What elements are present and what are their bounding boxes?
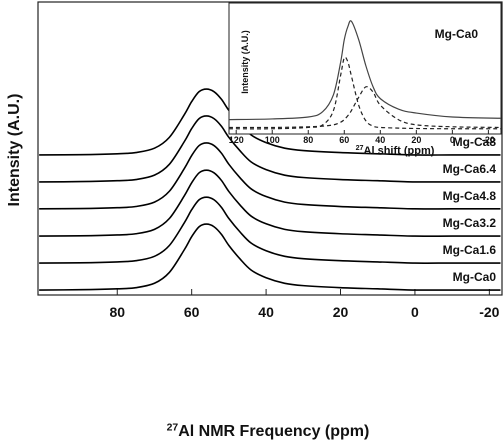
spectrum-line	[228, 86, 502, 129]
x-tick-label: -20	[482, 135, 495, 145]
x-tick-label: 40	[375, 135, 385, 145]
spectrum-line	[228, 20, 502, 121]
x-axis-label-text: Al shift (ppm)	[364, 145, 435, 157]
x-axis-label: 27Al shift (ppm)	[356, 144, 435, 157]
spectrum-line	[39, 142, 501, 210]
x-tick-label: 60	[339, 135, 349, 145]
x-axis-label: 27Al NMR Frequency (ppm)	[167, 422, 370, 440]
x-tick-label: 80	[109, 304, 125, 320]
inset-y-axis-label: Intensity (A.U.)	[240, 30, 250, 94]
spectrum-line	[39, 223, 501, 291]
spectrum-line	[39, 115, 501, 183]
x-tick-label: -20	[479, 304, 499, 320]
x-tick-label: 60	[184, 304, 200, 320]
spectrum-line	[228, 56, 502, 130]
x-tick-label: 20	[333, 304, 349, 320]
x-axis-label-superscript: 27	[167, 422, 179, 433]
series-label: Mg-Ca8	[453, 135, 497, 149]
x-tick-label: 100	[265, 135, 280, 145]
x-tick-label: 40	[258, 304, 274, 320]
series-label: Mg-Ca4.8	[443, 189, 497, 203]
series-label: Mg-Ca3.2	[443, 216, 497, 230]
x-tick-label: 120	[229, 135, 244, 145]
inset-annotation: Mg-Ca0	[435, 27, 479, 41]
spectrum-line	[39, 88, 501, 156]
plot-frame	[228, 2, 502, 135]
x-axis-label-superscript: 27	[356, 144, 364, 152]
x-tick-label: 0	[450, 135, 455, 145]
spectrum-line	[39, 169, 501, 237]
spectrum-line	[39, 196, 501, 264]
x-tick-label: 80	[303, 135, 313, 145]
series-label: Mg-Ca6.4	[443, 162, 497, 176]
x-tick-label: 0	[411, 304, 419, 320]
series-label: Mg-Ca1.6	[443, 243, 497, 257]
x-axis-label-text: Al NMR Frequency (ppm)	[178, 423, 369, 440]
x-tick-label: 20	[411, 135, 421, 145]
series-label: Mg-Ca0	[453, 270, 497, 284]
y-axis-label: Intensity (A.U.)	[6, 94, 23, 207]
